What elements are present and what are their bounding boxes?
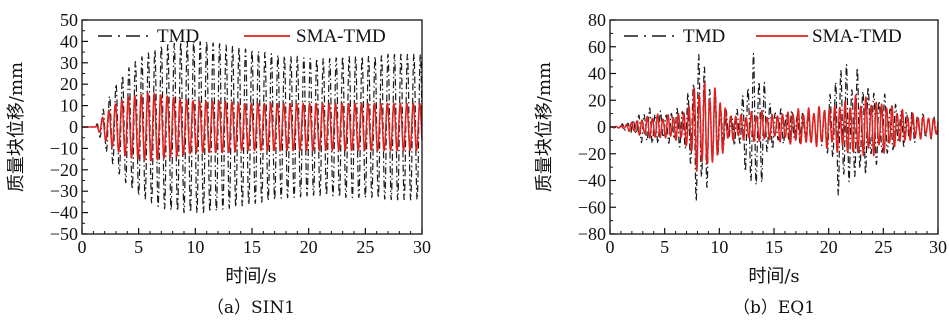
y-tick-label-b: 60 [588, 37, 606, 57]
y-tick-label-a: 50 [60, 10, 78, 30]
x-tick-label-b: 5 [660, 237, 669, 257]
y-tick-label-b: 0 [597, 117, 606, 137]
legend-sma-label-a: SMA-TMD [296, 26, 386, 47]
x-tick-label-a: 25 [356, 237, 374, 257]
y-tick-label-b: 80 [588, 10, 606, 30]
y-tick-label-a: −10 [50, 138, 78, 158]
y-tick-label-a: 10 [60, 96, 78, 116]
y-tick-label-a: −40 [50, 203, 78, 223]
x-tick-label-b: 20 [820, 237, 838, 257]
legend-tmd-label-b: TMD [683, 26, 725, 47]
x-tick-label-b: 30 [929, 237, 947, 257]
x-tick-label-a: 10 [186, 237, 204, 257]
caption-b: （b）EQ1 [733, 298, 815, 318]
x-tick-label-a: 15 [243, 237, 261, 257]
y-tick-label-b: −60 [578, 197, 606, 217]
y-tick-label-b: 20 [588, 90, 606, 110]
x-tick-label-a: 20 [300, 237, 318, 257]
legend-tmd-label-a: TMD [157, 26, 199, 47]
y-axis-label-a: 质量块位移/mm [6, 62, 27, 192]
y-tick-label-a: 30 [60, 53, 78, 73]
x-tick-label-b: 0 [606, 237, 615, 257]
x-axis-label-a: 时间/s [225, 266, 276, 287]
y-tick-label-a: −50 [50, 224, 78, 244]
x-tick-label-b: 10 [710, 237, 728, 257]
x-tick-label-a: 0 [78, 237, 87, 257]
y-tick-label-b: 40 [588, 64, 606, 84]
series-line-sma-tmd-a [81, 92, 423, 162]
y-tick-label-a: −20 [50, 160, 78, 180]
x-tick-label-b: 25 [874, 237, 892, 257]
legend-a: TMD SMA-TMD [98, 26, 386, 47]
y-tick-label-a: 0 [69, 117, 78, 137]
x-tick-label-a: 30 [413, 237, 431, 257]
x-axis-label-b: 时间/s [748, 266, 799, 287]
y-tick-label-a: 40 [60, 31, 78, 51]
x-tick-label-b: 15 [765, 237, 783, 257]
series-line-sma-tmd-b [609, 82, 939, 172]
y-tick-label-a: 20 [60, 74, 78, 94]
y-tick-label-b: −80 [578, 224, 606, 244]
chart-panel-b: 0 5 10 15 20 25 30 80 60 40 20 0 −20 −40 −60 −80 TMD SM… [534, 10, 947, 318]
y-tick-label-a: −30 [50, 181, 78, 201]
y-tick-label-b: −40 [578, 171, 606, 191]
caption-a: （a）SIN1 [207, 298, 295, 318]
x-tick-label-a: 5 [134, 237, 143, 257]
legend-b: TMD SMA-TMD [624, 26, 902, 47]
y-tick-label-b: −20 [578, 144, 606, 164]
y-axis-label-b: 质量块位移/mm [534, 62, 555, 192]
legend-sma-label-b: SMA-TMD [812, 26, 902, 47]
